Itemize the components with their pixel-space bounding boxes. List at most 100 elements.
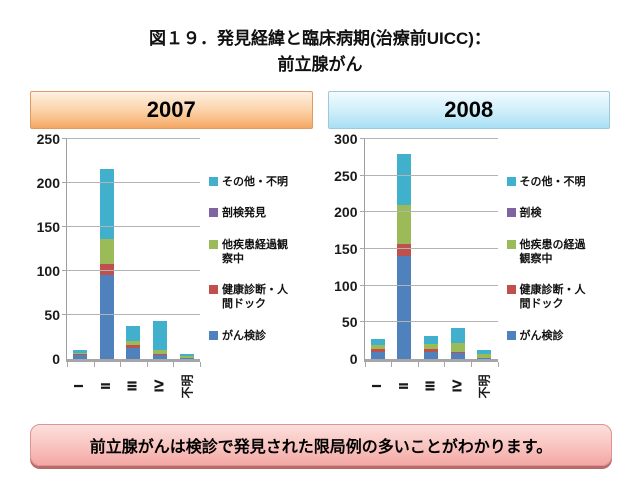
- bar-segment: [153, 355, 168, 359]
- x-tick-label-Ⅲ: Ⅲ: [120, 362, 147, 410]
- plot-wrap: Ⅰ Ⅱ Ⅲ Ⅳ 不明: [359, 138, 499, 410]
- x-tick-label-text: Ⅰ: [72, 383, 87, 389]
- bar-segment: [423, 335, 438, 344]
- bar-segment: [450, 351, 465, 354]
- y-tick-label: 200: [36, 175, 60, 191]
- bar-segment: [397, 153, 412, 206]
- y-tick-label: 150: [36, 219, 60, 235]
- y-tick-mark: [359, 174, 365, 176]
- y-tick-label: 150: [334, 241, 358, 257]
- bar-slot-不明: [471, 139, 498, 359]
- bar-slot-Ⅳ: [444, 139, 471, 359]
- x-tick-mark: [444, 362, 446, 367]
- y-tick-mark: [359, 284, 365, 286]
- legend-item: 剖検: [506, 206, 611, 220]
- plot-area: [62, 138, 201, 367]
- bar-slot-Ⅳ: [147, 139, 174, 359]
- bar-segment: [450, 327, 465, 343]
- x-tick-mark: [93, 362, 95, 367]
- y-tick-mark: [359, 321, 365, 323]
- x-tick-mark: [200, 362, 201, 367]
- legend-swatch: [506, 208, 516, 218]
- conclusion-banner: 前立腺がんは検診で発見された限局例の多いことがわかります。: [30, 424, 612, 466]
- legend-label: 剖検: [519, 207, 542, 220]
- bar-segment: [450, 353, 465, 359]
- y-tick-mark: [359, 138, 365, 139]
- legend-swatch: [506, 239, 516, 249]
- bar-segment: [73, 350, 88, 353]
- x-tick-mark: [120, 362, 122, 367]
- bar-segment: [99, 263, 114, 275]
- conclusion-text: 前立腺がんは検診で発見された限局例の多いことがわかります。: [89, 439, 553, 456]
- legend-label: 健康診断・人間ドック: [222, 284, 288, 311]
- bar-slot-不明: [173, 139, 200, 359]
- bar-segment: [99, 239, 114, 264]
- bar-slot-Ⅱ: [391, 139, 418, 359]
- x-axis-labels: Ⅰ Ⅱ Ⅲ Ⅳ 不明: [364, 362, 498, 410]
- bar-segment: [126, 347, 141, 359]
- bar-segment: [73, 353, 88, 356]
- legend-item: その他・不明: [506, 175, 611, 189]
- bar-segment: [477, 353, 492, 359]
- x-tick-mark: [67, 362, 68, 367]
- legend-item: がん検診: [209, 329, 313, 343]
- bar-segment: [450, 342, 465, 352]
- bar-segment: [397, 256, 412, 359]
- bar-segment: [477, 350, 492, 354]
- stacked-bar-Ⅳ: [450, 139, 465, 359]
- bars: [67, 139, 200, 359]
- bar-segment: [370, 339, 385, 346]
- legend-item: 他疾患の経過観察中: [506, 238, 611, 267]
- bar-segment: [73, 352, 88, 354]
- x-tick-label-Ⅱ: Ⅱ: [390, 362, 417, 410]
- bar-slot-Ⅱ: [94, 139, 121, 359]
- legend-swatch: [209, 330, 218, 340]
- bar-segment: [370, 348, 385, 352]
- x-tick-label-text: Ⅰ: [369, 383, 384, 389]
- stacked-bar-Ⅰ: [73, 139, 88, 359]
- bar-slot-Ⅰ: [365, 139, 392, 359]
- plot-wrap: Ⅰ Ⅱ Ⅲ Ⅳ 不明: [62, 138, 201, 410]
- gridline: [67, 270, 200, 271]
- y-tick-label: 250: [36, 131, 60, 147]
- x-tick-label-text: Ⅱ: [396, 382, 411, 390]
- x-tick-label-Ⅲ: Ⅲ: [417, 362, 444, 410]
- legend-swatch: [209, 177, 218, 186]
- panel-2008: 2008 0 50 100 150 200 250 300 Ⅰ Ⅱ Ⅲ Ⅳ 不明 その他・不明 剖検他…: [327, 91, 611, 410]
- stacked-bar-不明: [179, 139, 194, 359]
- plot-area: [359, 138, 499, 367]
- bar-segment: [99, 274, 114, 359]
- bar-slot-Ⅲ: [418, 139, 445, 359]
- x-tick-label-Ⅰ: Ⅰ: [66, 362, 93, 410]
- stacked-bar-Ⅰ: [370, 139, 385, 359]
- y-tick-label: 300: [334, 131, 358, 147]
- x-tick-label-text: Ⅱ: [99, 382, 114, 390]
- x-tick-mark: [470, 362, 472, 367]
- x-tick-mark: [173, 362, 175, 367]
- y-axis-labels: 0 50 100 150 200 250: [30, 131, 66, 367]
- bar-segment: [99, 168, 114, 240]
- legend-label: 他疾患経過観察中: [222, 238, 288, 265]
- legend-swatch: [506, 285, 516, 295]
- x-tick-label-Ⅳ: Ⅳ: [146, 362, 173, 410]
- x-tick-label-text: Ⅳ: [152, 379, 167, 393]
- y-tick-label: 0: [349, 351, 358, 367]
- gridline: [364, 321, 498, 323]
- legend-item: 剖検発見: [209, 206, 313, 220]
- bar-segment: [126, 344, 141, 348]
- y-tick-label: 50: [44, 307, 60, 323]
- y-tick-label: 250: [334, 167, 358, 184]
- legend-label: がん検診: [519, 329, 564, 342]
- y-tick-label: 0: [52, 351, 60, 367]
- legend-item: 健康診断・人間ドック: [506, 283, 611, 312]
- legend-label: がん検診: [222, 329, 266, 342]
- slide-title-line1: 図１９．発見経緯と臨床病期(治療前UICC)：: [149, 29, 491, 48]
- bar-segment: [423, 343, 438, 350]
- bar-segment: [179, 356, 194, 359]
- x-tick-mark: [417, 362, 419, 367]
- x-tick-label-text: Ⅲ: [423, 380, 438, 392]
- legend-swatch: [209, 285, 218, 295]
- x-tick-label-text: 不明: [180, 373, 195, 399]
- slide-title-line2: 前立腺がん: [277, 54, 363, 74]
- legend-swatch: [506, 177, 516, 186]
